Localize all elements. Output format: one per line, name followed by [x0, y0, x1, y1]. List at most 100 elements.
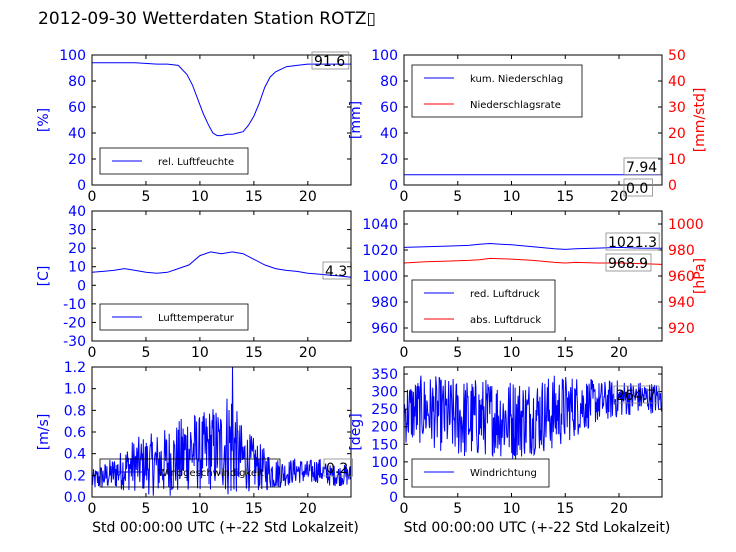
- y-tick-label: 960: [371, 321, 398, 337]
- y-tick-label: 100: [371, 48, 398, 64]
- legend-label: red. Luftdruck: [470, 289, 540, 300]
- y-tick-label: 100: [59, 48, 86, 64]
- y-tick-label: 20: [68, 152, 86, 168]
- y-tick-label: 40: [380, 126, 398, 142]
- y-tick-label: 80: [68, 74, 86, 90]
- legend-label: rel. Luftfeuchte: [158, 157, 234, 168]
- y-tick-label: 350: [371, 367, 398, 383]
- plot-frame: [91, 54, 352, 186]
- series-line-red-luftdruck: [403, 242, 663, 250]
- y-tick-label: 0.8: [64, 403, 86, 419]
- x-tick-label: 10: [191, 345, 209, 361]
- legend-label: abs. Luftdruck: [470, 315, 541, 326]
- y-right-tick-label: 0: [668, 178, 677, 194]
- x-tick-label: 5: [141, 189, 150, 205]
- last-value-box: [322, 261, 353, 280]
- x-tick-label: 0: [88, 501, 97, 517]
- y-tick-label: 80: [380, 74, 398, 90]
- x-tick-label: 0: [400, 345, 409, 361]
- y-tick-label: 0: [77, 278, 86, 294]
- x-tick-label: 10: [503, 189, 521, 205]
- y-tick-label: 250: [371, 402, 398, 418]
- y-tick-label: 50: [380, 472, 398, 488]
- x-tick-label: 20: [610, 501, 628, 517]
- legend-label: Windrichtung: [470, 468, 537, 479]
- y-tick-label: 1040: [362, 217, 398, 233]
- last-value-label: 0.0: [626, 181, 648, 197]
- y-right-tick-label: 920: [668, 321, 695, 337]
- x-tick-label: 10: [191, 501, 209, 517]
- last-value-label: 7.94: [626, 160, 657, 176]
- y-axis-label: [%]: [36, 108, 52, 132]
- y-tick-label: 0: [77, 178, 86, 194]
- x-tick-label: 5: [141, 501, 150, 517]
- y-right-tick-label: 30: [668, 100, 686, 116]
- y-axis-label: [mm]: [348, 101, 364, 139]
- y-tick-label: 0.4: [64, 447, 86, 463]
- x-tick-label: 5: [453, 501, 462, 517]
- y-axis-label: [deg]: [348, 413, 364, 450]
- legend-box: [411, 279, 556, 333]
- y-tick-label: 1000: [362, 269, 398, 285]
- y-tick-label: -30: [63, 334, 86, 350]
- y-right-tick-label: 50: [668, 48, 686, 64]
- x-tick-label: 20: [610, 189, 628, 205]
- y-tick-label: 1020: [362, 243, 398, 259]
- x-tick-label: 10: [503, 501, 521, 517]
- y-tick-label: 300: [371, 385, 398, 401]
- legend-box: [99, 458, 281, 488]
- last-value-box: [623, 157, 662, 176]
- x-tick-label: 15: [245, 189, 263, 205]
- y-tick-label: 1.2: [64, 360, 86, 376]
- legend-label: Niederschlagsrate: [470, 100, 561, 111]
- legend-label: Windgeschwindigkeit: [158, 468, 264, 479]
- x-tick-label: 15: [556, 501, 574, 517]
- x-tick-label: 20: [299, 189, 317, 205]
- y-tick-label: 200: [371, 420, 398, 436]
- last-value-box: [605, 253, 652, 272]
- legend-label: kum. Niederschlag: [470, 74, 563, 85]
- last-value-label: 91.6: [314, 54, 345, 70]
- plot-frame: [403, 366, 663, 498]
- x-tick-label: 15: [556, 345, 574, 361]
- y-right-tick-label: 40: [668, 74, 686, 90]
- last-value-label: 0.2: [326, 461, 348, 477]
- last-value-box: [323, 458, 354, 477]
- x-tick-label: 5: [453, 189, 462, 205]
- last-value-box: [605, 232, 660, 251]
- last-value-box: [311, 51, 350, 70]
- y-right-axis-label: [hPa]: [692, 258, 708, 294]
- series-line-windrichtung: [403, 375, 663, 460]
- y-axis-label: [C]: [36, 266, 52, 287]
- x-tick-label: 15: [556, 189, 574, 205]
- last-value-box: [613, 385, 660, 404]
- y-right-tick-label: 940: [668, 295, 695, 311]
- last-value-box: [623, 178, 654, 197]
- plot-frame: [91, 210, 352, 342]
- y-tick-label: 1.0: [64, 382, 86, 398]
- legend-box: [99, 147, 249, 175]
- y-right-axis-label: [mm/std]: [692, 88, 708, 153]
- series-line-abs-luftdruck: [403, 257, 663, 265]
- y-right-tick-label: 980: [668, 243, 695, 259]
- y-tick-label: 150: [371, 437, 398, 453]
- y-right-tick-label: 10: [668, 152, 686, 168]
- x-tick-label: 0: [88, 189, 97, 205]
- y-tick-label: -20: [63, 315, 86, 331]
- y-tick-label: 40: [68, 204, 86, 220]
- x-axis-label: Std 00:00:00 UTC (+-22 Std Lokalzeit): [92, 520, 359, 536]
- x-tick-label: 15: [245, 345, 263, 361]
- x-tick-label: 10: [191, 189, 209, 205]
- y-tick-label: 980: [371, 295, 398, 311]
- y-tick-label: 20: [68, 241, 86, 257]
- last-value-label: 4.3: [325, 264, 347, 280]
- x-tick-label: 20: [610, 345, 628, 361]
- legend-label: Lufttemperatur: [158, 313, 235, 324]
- y-right-tick-label: 20: [668, 126, 686, 142]
- legend-box: [99, 303, 249, 331]
- y-tick-label: 0: [389, 178, 398, 194]
- x-tick-label: 0: [400, 501, 409, 517]
- y-tick-label: 40: [68, 126, 86, 142]
- y-tick-label: 0.0: [64, 490, 86, 506]
- last-value-label: 968.9: [608, 256, 648, 272]
